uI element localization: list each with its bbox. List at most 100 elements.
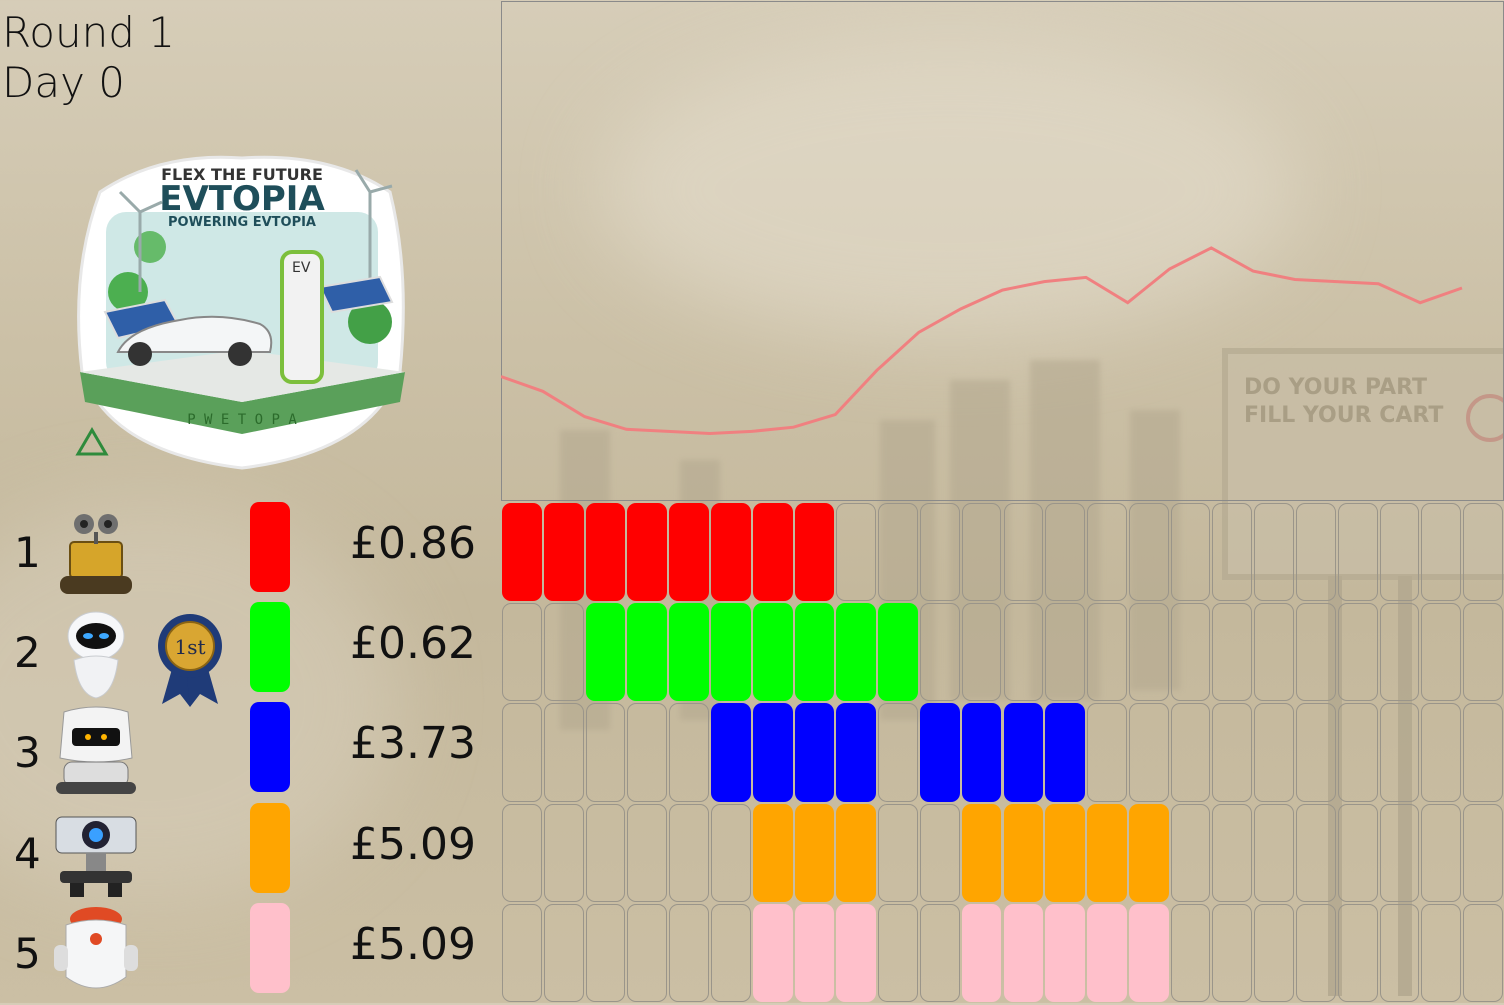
schedule-slot[interactable] — [1421, 703, 1462, 802]
schedule-slot[interactable] — [1003, 503, 1044, 602]
schedule-slot[interactable] — [1170, 903, 1211, 1002]
schedule-slot-active[interactable] — [1003, 703, 1044, 802]
schedule-slot[interactable] — [1128, 703, 1169, 802]
schedule-slot[interactable] — [919, 503, 960, 602]
schedule-slot[interactable] — [1421, 903, 1462, 1002]
schedule-slot-active[interactable] — [1045, 903, 1086, 1002]
schedule-slot[interactable] — [1337, 603, 1378, 702]
schedule-slot[interactable] — [1254, 503, 1295, 602]
schedule-slot-active[interactable] — [919, 703, 960, 802]
schedule-slot[interactable] — [1421, 603, 1462, 702]
schedule-slot[interactable] — [1296, 603, 1336, 702]
schedule-slot[interactable] — [1296, 703, 1336, 802]
schedule-slot[interactable] — [1337, 903, 1378, 1002]
schedule-slot[interactable] — [961, 503, 1002, 602]
schedule-slot[interactable] — [1170, 603, 1211, 702]
schedule-slot[interactable] — [1212, 903, 1253, 1002]
schedule-slot-active[interactable] — [836, 903, 877, 1002]
schedule-slot-active[interactable] — [794, 603, 835, 702]
schedule-slot[interactable] — [1087, 703, 1127, 802]
schedule-slot[interactable] — [627, 803, 668, 902]
schedule-slot[interactable] — [878, 803, 918, 902]
schedule-slot-active[interactable] — [961, 803, 1002, 902]
schedule-slot[interactable] — [1003, 603, 1044, 702]
schedule-slot-active[interactable] — [710, 603, 751, 702]
schedule-slot[interactable] — [1421, 803, 1462, 902]
schedule-slot-active[interactable] — [627, 503, 668, 602]
schedule-slot[interactable] — [1212, 703, 1253, 802]
schedule-slot[interactable] — [1337, 803, 1378, 902]
schedule-slot[interactable] — [1337, 703, 1378, 802]
schedule-slot-active[interactable] — [961, 703, 1002, 802]
schedule-slot[interactable] — [543, 903, 584, 1002]
schedule-slot-active[interactable] — [836, 703, 877, 802]
schedule-slot-active[interactable] — [836, 803, 877, 902]
schedule-slot-active[interactable] — [752, 803, 793, 902]
schedule-slot[interactable] — [1379, 903, 1420, 1002]
schedule-slot[interactable] — [502, 703, 542, 802]
schedule-slot-active[interactable] — [627, 603, 668, 702]
schedule-slot[interactable] — [1254, 903, 1295, 1002]
schedule-slot[interactable] — [1379, 703, 1420, 802]
schedule-slot[interactable] — [710, 803, 751, 902]
schedule-slot[interactable] — [1296, 903, 1336, 1002]
schedule-slot-active[interactable] — [878, 603, 918, 702]
schedule-slot-active[interactable] — [794, 903, 835, 1002]
schedule-slot[interactable] — [878, 503, 918, 602]
schedule-slot[interactable] — [919, 803, 960, 902]
schedule-slot-active[interactable] — [1003, 803, 1044, 902]
schedule-slot[interactable] — [1379, 603, 1420, 702]
schedule-slot-active[interactable] — [710, 503, 751, 602]
schedule-slot[interactable] — [502, 903, 542, 1002]
schedule-slot[interactable] — [1087, 503, 1127, 602]
schedule-slot[interactable] — [1170, 803, 1211, 902]
schedule-slot[interactable] — [585, 703, 626, 802]
schedule-slot[interactable] — [1212, 603, 1253, 702]
schedule-slot-active[interactable] — [710, 703, 751, 802]
schedule-slot[interactable] — [1421, 503, 1462, 602]
schedule-slot[interactable] — [1212, 503, 1253, 602]
schedule-slot[interactable] — [1463, 703, 1503, 802]
schedule-slot[interactable] — [627, 703, 668, 802]
schedule-slot[interactable] — [502, 803, 542, 902]
schedule-slot-active[interactable] — [1045, 703, 1086, 802]
schedule-slot-active[interactable] — [1045, 803, 1086, 902]
schedule-slot-active[interactable] — [1087, 903, 1127, 1002]
schedule-slot-active[interactable] — [502, 503, 542, 602]
schedule-slot[interactable] — [710, 903, 751, 1002]
schedule-slot[interactable] — [961, 603, 1002, 702]
schedule-slot[interactable] — [1463, 603, 1503, 702]
schedule-slot[interactable] — [1463, 503, 1503, 602]
schedule-slot-active[interactable] — [794, 703, 835, 802]
schedule-slot[interactable] — [669, 903, 709, 1002]
schedule-slot[interactable] — [1254, 703, 1295, 802]
schedule-slot[interactable] — [919, 603, 960, 702]
schedule-slot[interactable] — [878, 703, 918, 802]
schedule-slot[interactable] — [1045, 503, 1086, 602]
schedule-slot[interactable] — [543, 603, 584, 702]
schedule-slot[interactable] — [1254, 803, 1295, 902]
schedule-slot[interactable] — [1337, 503, 1378, 602]
schedule-slot[interactable] — [669, 703, 709, 802]
schedule-slot-active[interactable] — [794, 803, 835, 902]
schedule-slot-active[interactable] — [752, 603, 793, 702]
schedule-slot[interactable] — [1254, 603, 1295, 702]
schedule-slot[interactable] — [627, 903, 668, 1002]
schedule-slot-active[interactable] — [1128, 803, 1169, 902]
schedule-slot-active[interactable] — [752, 503, 793, 602]
schedule-slot-active[interactable] — [794, 503, 835, 602]
schedule-slot-active[interactable] — [585, 503, 626, 602]
schedule-slot[interactable] — [585, 803, 626, 902]
schedule-slot[interactable] — [919, 903, 960, 1002]
schedule-slot-active[interactable] — [1003, 903, 1044, 1002]
schedule-slot-active[interactable] — [836, 603, 877, 702]
schedule-slot[interactable] — [585, 903, 626, 1002]
schedule-slot-active[interactable] — [585, 603, 626, 702]
schedule-slot[interactable] — [1170, 703, 1211, 802]
schedule-slot[interactable] — [502, 603, 542, 702]
schedule-slot[interactable] — [543, 803, 584, 902]
schedule-slot-active[interactable] — [669, 503, 709, 602]
schedule-slot[interactable] — [1296, 803, 1336, 902]
schedule-slot-active[interactable] — [752, 703, 793, 802]
schedule-slot[interactable] — [878, 903, 918, 1002]
